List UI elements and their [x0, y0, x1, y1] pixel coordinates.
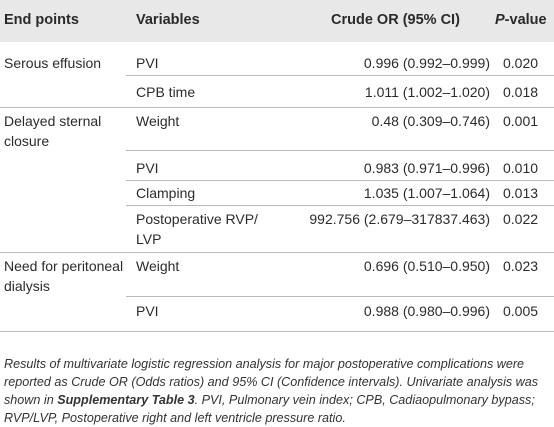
p-value-cell: 0.001	[503, 113, 539, 129]
header-crude-or: Crude OR (95% CI)	[331, 12, 460, 28]
or-cell: 0.983 (0.971–0.996)	[363, 160, 490, 176]
table-header: End points Variables Crude OR (95% CI) P…	[0, 0, 554, 42]
or-cell: 0.996 (0.992–0.999)	[363, 55, 490, 71]
p-value-cell: 0.022	[503, 211, 539, 227]
or-cell: 0.696 (0.510–0.950)	[363, 258, 490, 274]
row-divider	[126, 205, 554, 206]
end-point-cell: Serous effusion	[4, 55, 102, 71]
p-value-cell: 0.013	[503, 185, 539, 201]
variable-cell: Postoperative RVP/ LVP	[136, 211, 258, 247]
variable-cell: Clamping	[136, 185, 196, 201]
header-p-value: P-value	[495, 12, 547, 28]
variable-cell: PVI	[136, 303, 159, 319]
row-divider	[126, 75, 554, 76]
header-variables: Variables	[136, 12, 200, 28]
variable-cell: PVI	[136, 55, 159, 71]
supplementary-table-link[interactable]: Supplementary Table 3	[57, 392, 195, 407]
or-cell: 1.011 (1.002–1.020)	[364, 84, 490, 100]
or-cell: 0.48 (0.309–0.746)	[371, 113, 490, 129]
p-value-cell: 0.023	[503, 258, 539, 274]
variable-cell: PVI	[136, 160, 159, 176]
row-divider	[0, 252, 554, 253]
p-value-cell: 0.005	[503, 303, 539, 319]
table-bottom-rule	[0, 331, 554, 332]
or-cell: 992.756 (2.679–317837.463)	[309, 211, 490, 227]
p-value-cell: 0.010	[503, 160, 539, 176]
caption-text: Results of multivariate logistic regress…	[4, 356, 539, 407]
row-divider	[126, 296, 554, 297]
header-p-letter: P	[495, 12, 505, 28]
end-point-cell: Need for peritoneal dialysis	[4, 258, 124, 294]
variable-cell: Weight	[136, 258, 180, 274]
row-divider	[126, 150, 554, 151]
row-divider	[0, 107, 554, 108]
row-divider	[126, 180, 554, 181]
p-value-cell: 0.020	[503, 55, 539, 71]
table-caption: Results of multivariate logistic regress…	[4, 355, 552, 427]
or-cell: 1.035 (1.007–1.064)	[363, 185, 490, 201]
p-value-cell: 0.018	[503, 84, 539, 100]
end-point-cell: Delayed sternal closure	[4, 113, 102, 149]
header-p-rest: -value	[504, 12, 547, 28]
variable-cell: CPB time	[136, 84, 196, 100]
variable-cell: Weight	[136, 113, 180, 129]
header-end-points: End points	[4, 12, 79, 28]
caption-abbreviations: . PVI, Pulmonary vein index; CPB, Cadiao…	[4, 392, 535, 425]
or-cell: 0.988 (0.980–0.996)	[363, 303, 490, 319]
